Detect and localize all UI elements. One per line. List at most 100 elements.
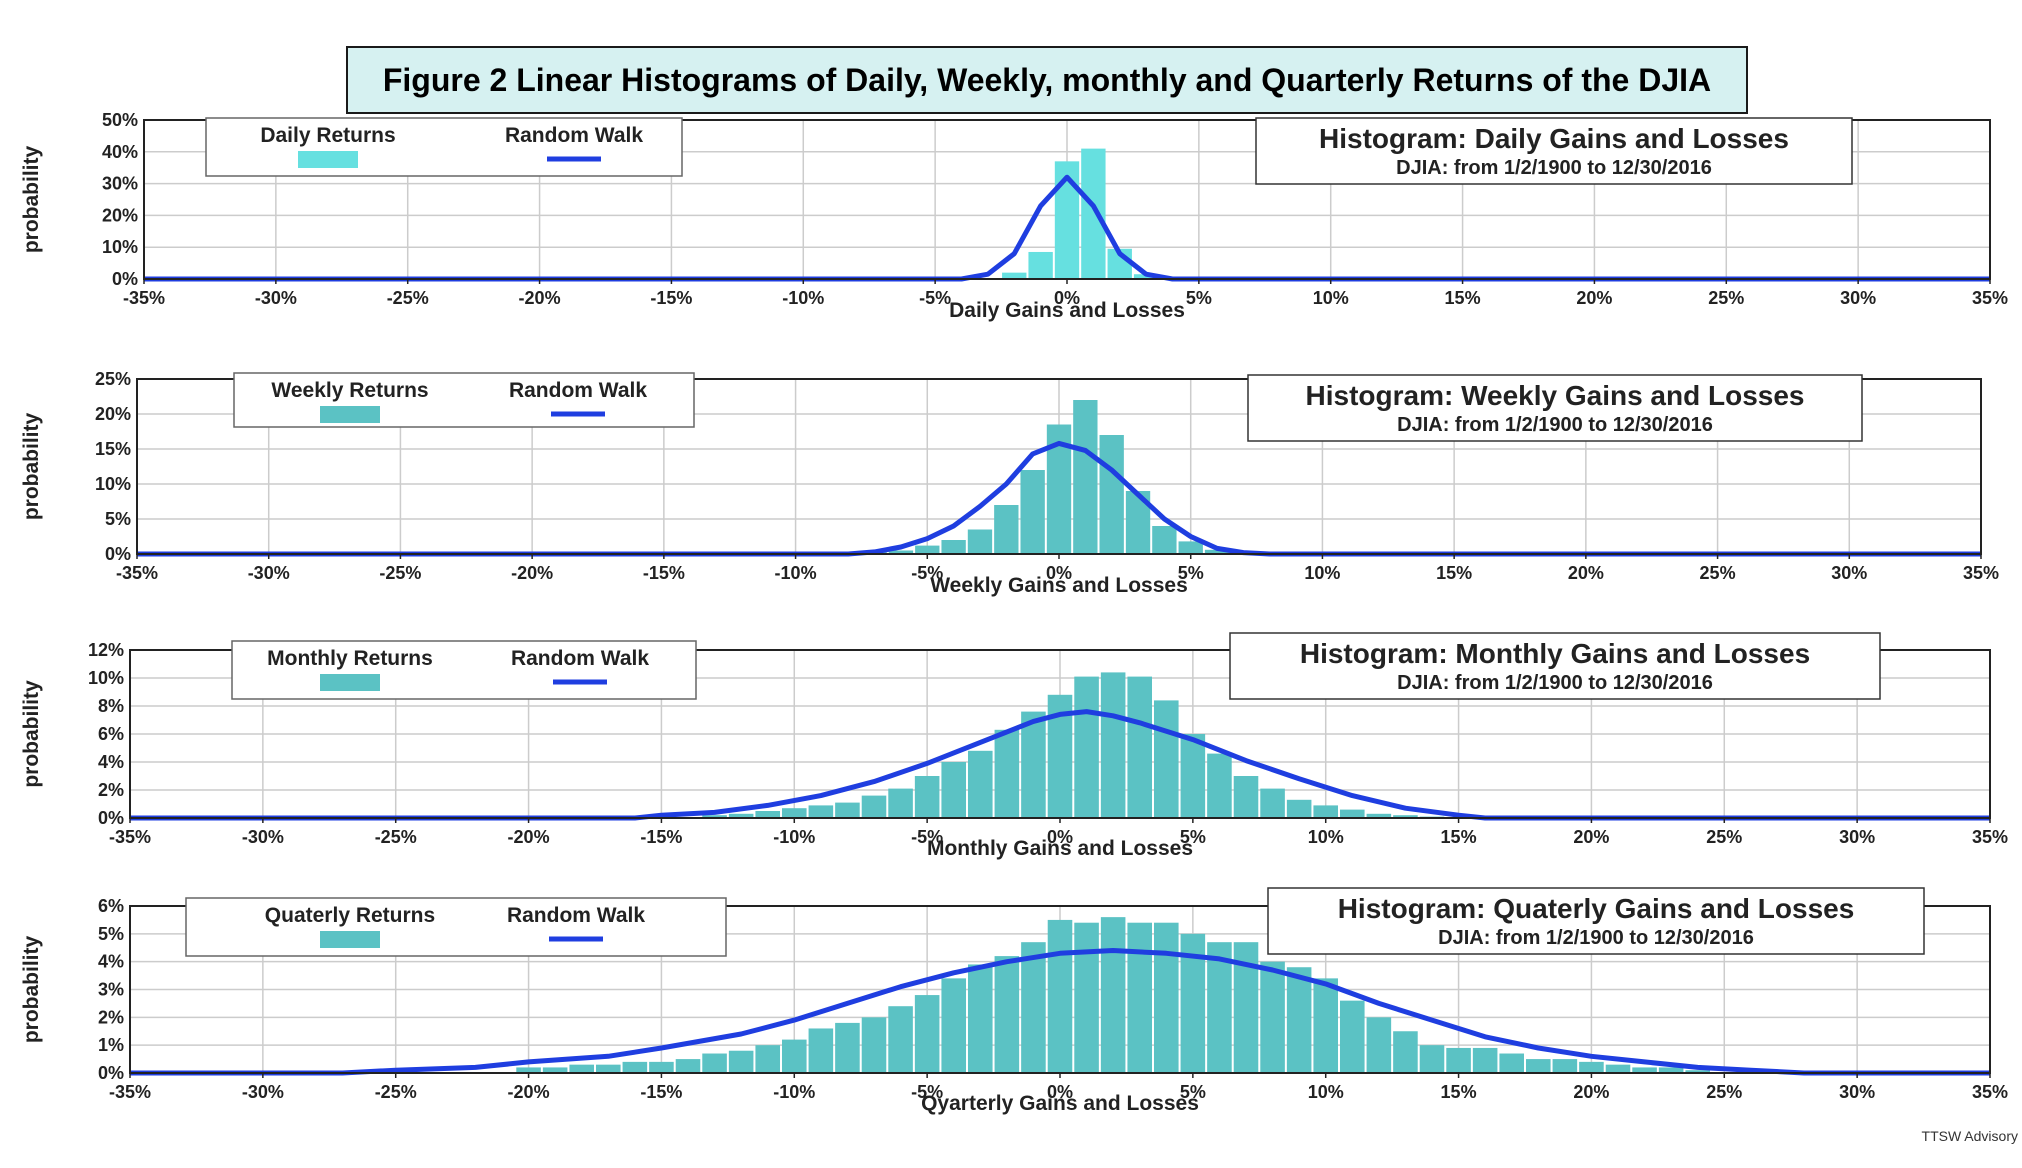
weekly-bar	[967, 529, 993, 554]
daily-ytick-label: 50%	[102, 110, 138, 130]
daily-title-box	[1255, 117, 1853, 185]
quarterly-box-subtitle: DJIA: from 1/2/1900 to 12/30/2016	[1438, 927, 1754, 949]
quarterly-bar	[702, 1053, 727, 1073]
weekly-xtick-label: -35%	[116, 563, 158, 583]
quarterly-bar	[1632, 1067, 1657, 1073]
daily-legend-label-returns: Daily Returns	[260, 124, 395, 147]
weekly-bar	[888, 550, 914, 554]
quarterly-xtick-label: -25%	[375, 1082, 417, 1102]
quarterly-bar	[542, 1067, 568, 1073]
monthly-title-box	[1229, 632, 1881, 700]
quarterly-title-box	[1267, 887, 1925, 955]
daily-xtick-label: -25%	[387, 288, 429, 308]
quarterly-bar	[1154, 922, 1179, 1073]
weekly-xtick-label: 25%	[1700, 563, 1736, 583]
quarterly-xtick-label: -15%	[640, 1082, 682, 1102]
monthly-bar	[1021, 711, 1046, 818]
quarterly-bar	[1526, 1059, 1551, 1073]
monthly-ytick-label: 4%	[98, 752, 124, 772]
weekly-ytick-label: 15%	[95, 439, 131, 459]
quarterly-bar	[1658, 1067, 1684, 1073]
weekly-bar	[994, 505, 1019, 554]
quarterly-bar	[1313, 978, 1338, 1073]
weekly-xtick-label: -25%	[379, 563, 421, 583]
monthly-xtick-label: 15%	[1441, 827, 1477, 847]
daily-xtick-label: -15%	[650, 288, 692, 308]
quarterly-xtick-label: -35%	[109, 1082, 151, 1102]
monthly-legend-swatch-returns	[320, 674, 380, 691]
weekly-xtick-label: -30%	[248, 563, 290, 583]
quarterly-bar	[569, 1064, 594, 1073]
daily-ylabel: probability	[20, 146, 43, 254]
quarterly-bar	[1127, 922, 1152, 1073]
quarterly-xtick-label: 10%	[1308, 1082, 1344, 1102]
quarterly-bar	[1100, 917, 1126, 1073]
quarterly-xtick-label: 20%	[1573, 1082, 1609, 1102]
daily-ytick-label: 10%	[102, 237, 138, 257]
monthly-legend-label-returns: Monthly Returns	[267, 647, 433, 670]
quarterly-bar	[1340, 1000, 1365, 1073]
quarterly-bar	[1393, 1031, 1418, 1073]
monthly-ytick-label: 12%	[88, 640, 124, 660]
weekly-bar	[1073, 400, 1098, 554]
monthly-box-subtitle: DJIA: from 1/2/1900 to 12/30/2016	[1397, 672, 1713, 694]
monthly-bar	[968, 750, 993, 818]
quarterly-xtick-label: -30%	[242, 1082, 284, 1102]
quarterly-ytick-label: 3%	[98, 980, 124, 1000]
daily-xtick-label: -10%	[782, 288, 824, 308]
weekly-xtick-label: 5%	[1178, 563, 1204, 583]
monthly-bar	[782, 808, 807, 818]
monthly-bar	[1366, 813, 1392, 818]
monthly-box-title: Histogram: Monthly Gains and Losses	[1300, 638, 1810, 669]
quarterly-bar	[596, 1064, 621, 1073]
weekly-bar	[1099, 435, 1124, 554]
quarterly-xtick-label: -20%	[508, 1082, 550, 1102]
monthly-xtick-label: 5%	[1180, 827, 1206, 847]
daily-xtick-label: -35%	[123, 288, 165, 308]
daily-xlabel: Daily Gains and Losses	[949, 299, 1185, 322]
monthly-bar	[1207, 753, 1232, 818]
daily-ytick-label: 40%	[102, 142, 138, 162]
quarterly-ytick-label: 2%	[98, 1007, 124, 1027]
quarterly-random-walk-line	[130, 948, 1990, 1076]
quarterly-bar	[1021, 942, 1046, 1073]
weekly-ytick-label: 10%	[95, 474, 131, 494]
weekly-xtick-label: 10%	[1304, 563, 1340, 583]
monthly-bar	[861, 795, 887, 818]
monthly-bar	[808, 805, 834, 818]
weekly-ylabel: probability	[20, 413, 43, 521]
daily-xtick-label: -30%	[255, 288, 297, 308]
weekly-xtick-label: 35%	[1963, 563, 1999, 583]
quarterly-bar	[941, 978, 966, 1073]
quarterly-bar	[914, 995, 940, 1073]
daily-xtick-label: 30%	[1840, 288, 1876, 308]
quarterly-bar	[649, 1061, 674, 1073]
daily-legend-box	[205, 117, 683, 177]
quarterly-bar	[1366, 1017, 1392, 1073]
quarterly-xtick-label: 25%	[1706, 1082, 1742, 1102]
monthly-bar	[1233, 776, 1259, 818]
quarterly-xtick-label: -10%	[773, 1082, 815, 1102]
quarterly-xlabel: Qyarterly Gains and Losses	[921, 1092, 1199, 1115]
weekly-legend-label-random-walk: Random Walk	[509, 379, 647, 402]
daily-ytick-label: 30%	[102, 174, 138, 194]
daily-xtick-label: 25%	[1708, 288, 1744, 308]
quarterly-box-title: Histogram: Quaterly Gains and Losses	[1338, 893, 1855, 924]
monthly-xtick-label: -10%	[773, 827, 815, 847]
monthly-bar	[1260, 788, 1285, 818]
monthly-bar	[1127, 676, 1152, 818]
quarterly-ytick-label: 1%	[98, 1035, 124, 1055]
daily-xtick-label: -20%	[519, 288, 561, 308]
weekly-random-walk-line	[137, 440, 1981, 557]
quarterly-bar	[968, 964, 993, 1073]
monthly-bar	[914, 776, 940, 818]
quarterly-ytick-label: 4%	[98, 952, 124, 972]
weekly-ytick-label: 20%	[95, 404, 131, 424]
monthly-xtick-label: -5%	[911, 827, 943, 847]
monthly-xtick-label: -15%	[640, 827, 682, 847]
quarterly-bar	[1605, 1064, 1631, 1073]
quarterly-xtick-label: 0%	[1047, 1082, 1073, 1102]
quarterly-bar	[516, 1067, 541, 1073]
daily-xtick-label: 35%	[1972, 288, 2008, 308]
